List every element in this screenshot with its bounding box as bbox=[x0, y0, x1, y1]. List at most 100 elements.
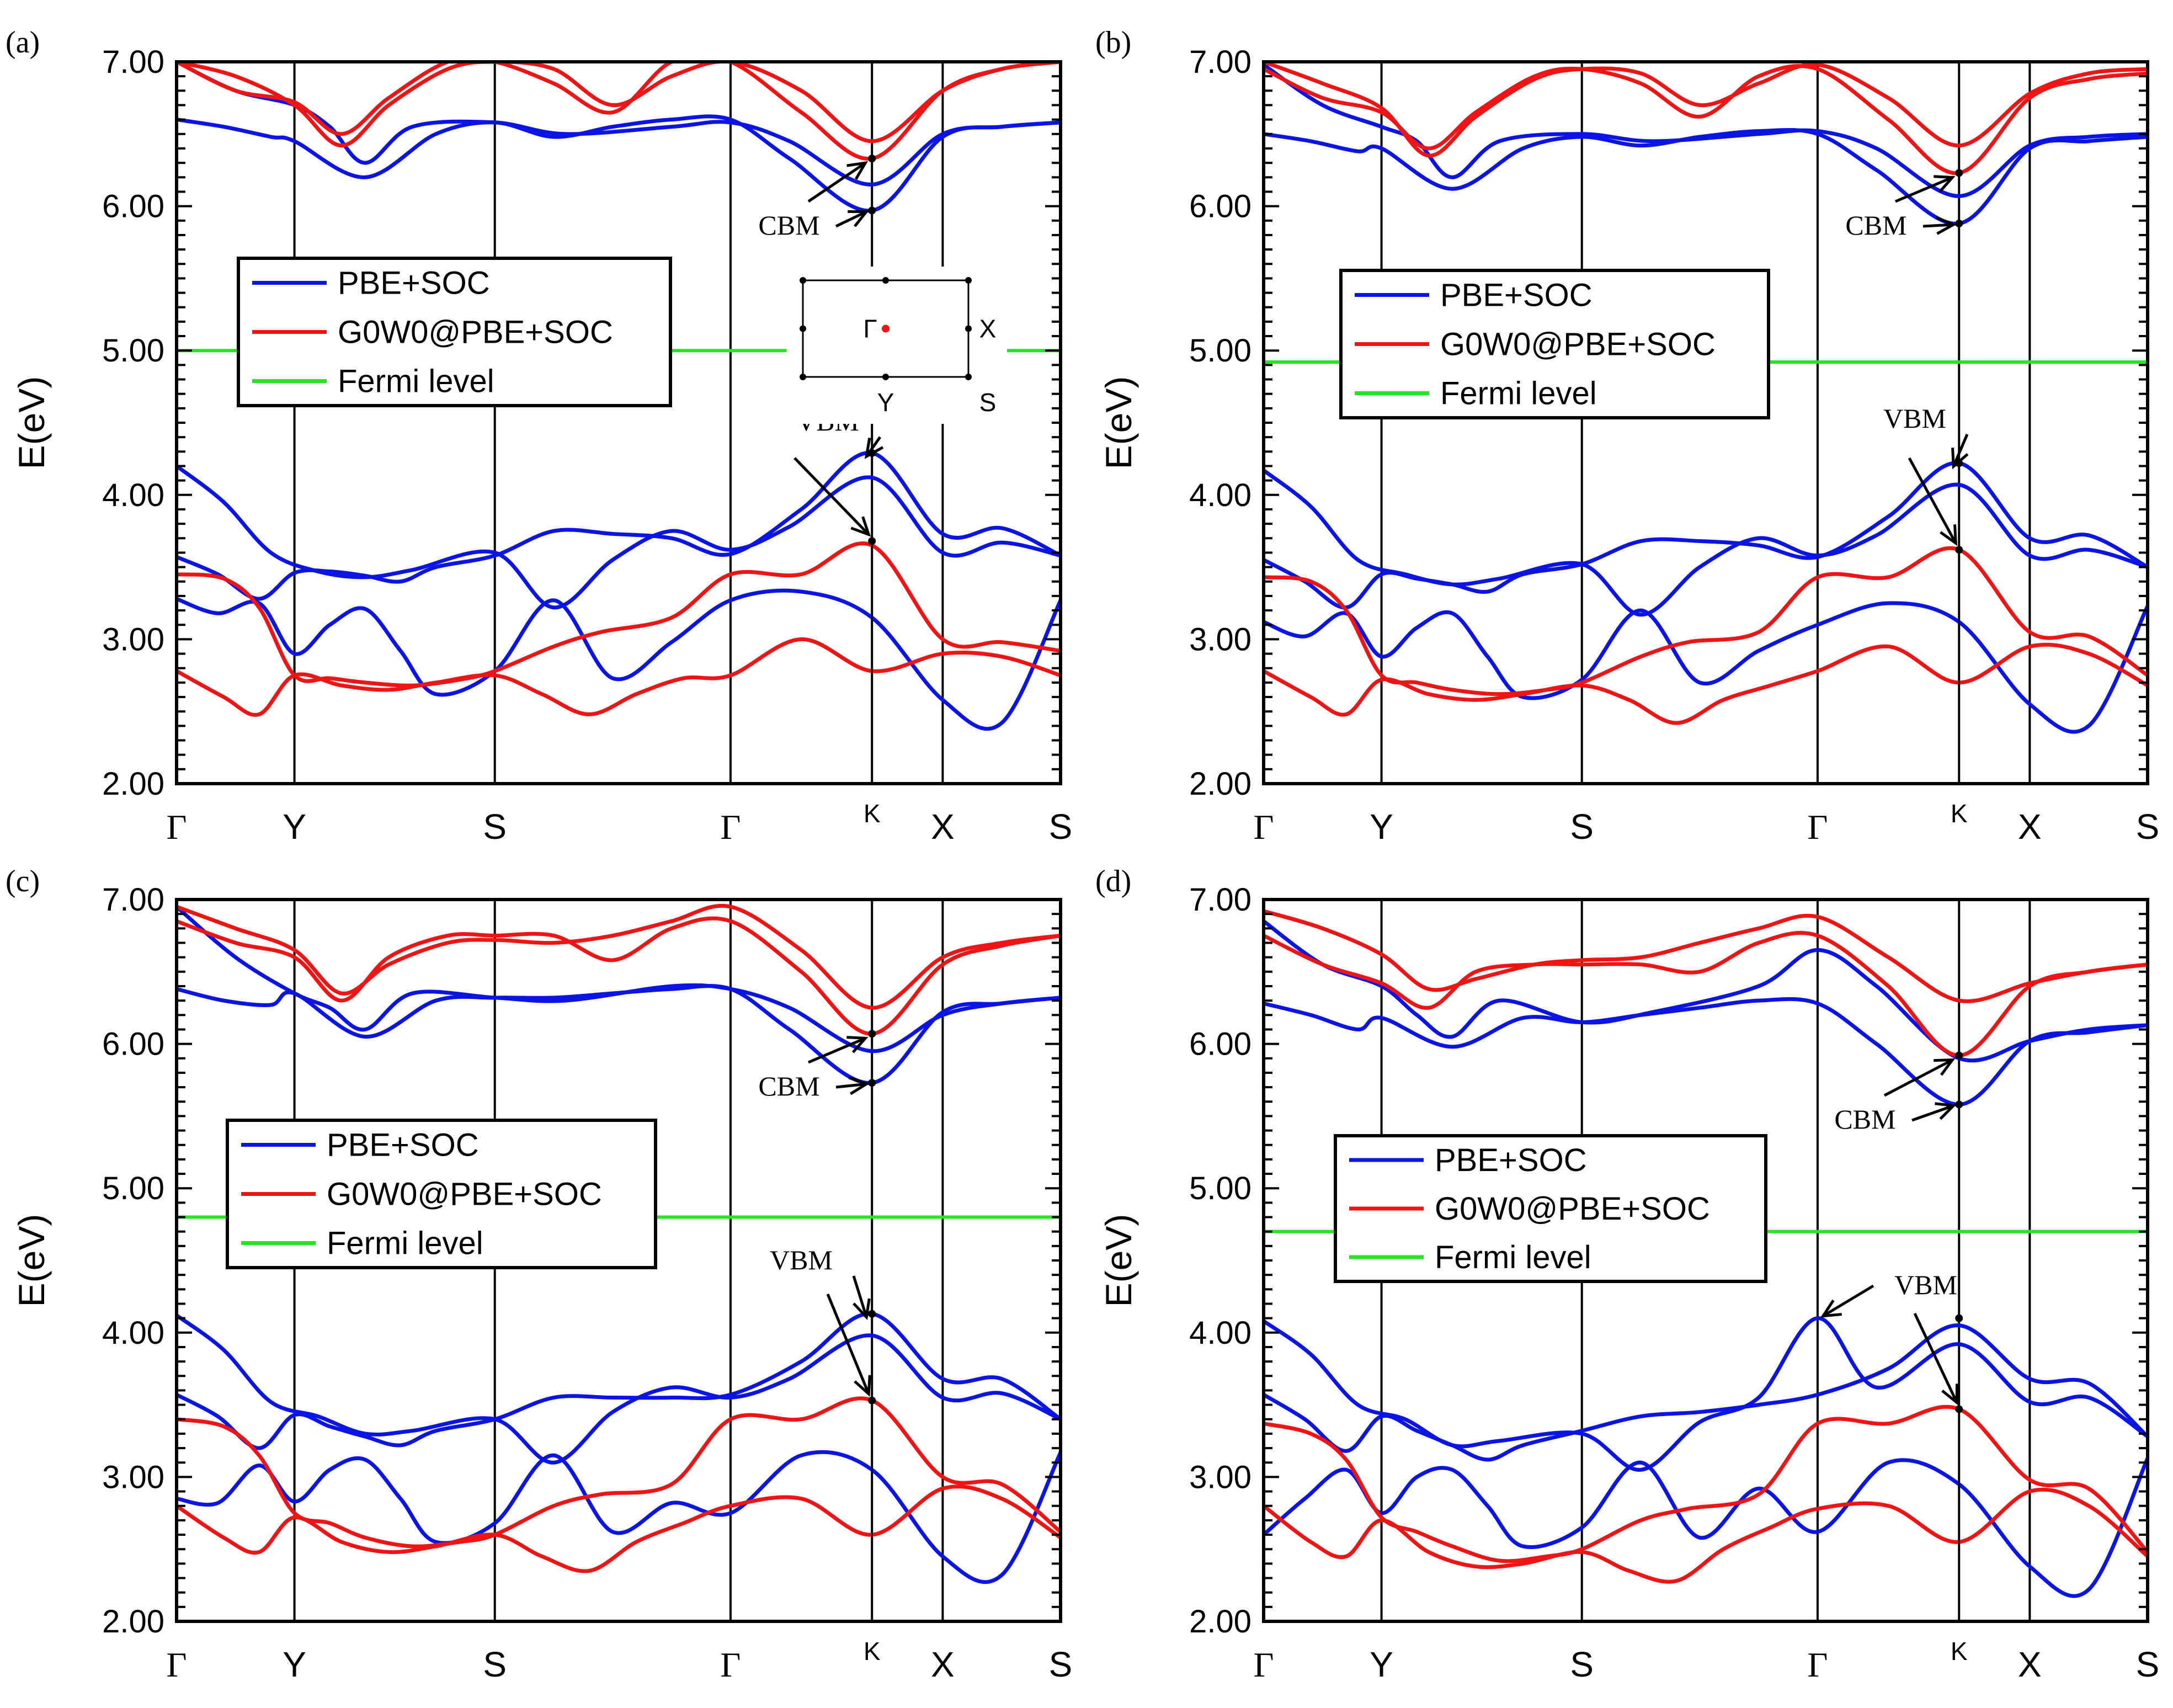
x-tick-label-gamma: Γ bbox=[720, 807, 741, 847]
pbe-band-line bbox=[1264, 919, 2148, 1063]
y-axis-label: E(eV) bbox=[1098, 1214, 1139, 1307]
cbm-pbe-arrow bbox=[1911, 1104, 1954, 1122]
cbm-gw-point bbox=[868, 1030, 876, 1038]
gw-band-line bbox=[177, 1396, 1061, 1549]
x-tick-label-s: S bbox=[483, 1645, 507, 1684]
panel-label: (c) bbox=[6, 864, 40, 898]
y-tick-label: 6.00 bbox=[102, 189, 164, 225]
vbm-gw-point bbox=[868, 1396, 876, 1404]
inset-gamma-label: Γ bbox=[863, 315, 877, 343]
cbm-pbe-arrow bbox=[835, 210, 867, 228]
inset-kpoint bbox=[965, 374, 972, 380]
x-tick-label-gamma: Γ bbox=[1254, 1645, 1274, 1684]
inset-x-label: X bbox=[979, 315, 997, 343]
y-tick-label: 5.00 bbox=[102, 333, 164, 369]
band-lines bbox=[1264, 62, 2148, 734]
vbm-pbe-arrow bbox=[1822, 1284, 1874, 1317]
vbm-gw-arrow bbox=[826, 1294, 870, 1395]
cbm-label: CBM bbox=[1834, 1104, 1895, 1135]
cbm-gw-arrow bbox=[808, 1036, 866, 1064]
y-tick-label: 6.00 bbox=[1189, 189, 1251, 225]
cbm-pbe-point bbox=[868, 206, 876, 215]
inset-kpoint bbox=[965, 277, 972, 284]
panel-label: (d) bbox=[1095, 864, 1131, 898]
pbe-band-line bbox=[1264, 1323, 2148, 1462]
x-tick-label-gamma: Γ bbox=[167, 1645, 187, 1684]
x-tick-label-s: S bbox=[1570, 807, 1594, 847]
legend-pbe-label: PBE+SOC bbox=[338, 265, 490, 301]
vbm-pbe-arrow-head bbox=[864, 437, 884, 459]
x-tick-label-x: X bbox=[2018, 807, 2042, 847]
y-tick-label: 3.00 bbox=[102, 621, 164, 657]
legend-pbe-label: PBE+SOC bbox=[1440, 278, 1593, 313]
inset-kpoint bbox=[800, 374, 806, 380]
plot-frame bbox=[1262, 60, 2149, 785]
legend: PBE+SOC G0W0@PBE+SOC Fermi level bbox=[237, 257, 672, 407]
cbm-gw-point bbox=[1955, 169, 1963, 177]
y-tick-label: 7.00 bbox=[102, 882, 164, 918]
pbe-band-line bbox=[177, 451, 1061, 601]
legend-pbe-label: PBE+SOC bbox=[1435, 1142, 1587, 1178]
inset-kpoint bbox=[882, 277, 889, 284]
panel-d: (d) 2.00 3.00 4.00 5.00 6.00 7.00 E(eV) Γ Y S Γ K X S C… bbox=[1095, 864, 2159, 1684]
legend: PBE+SOC G0W0@PBE+SOC Fermi level bbox=[226, 1119, 657, 1269]
vbm-gw-point bbox=[1955, 1405, 1963, 1413]
x-tick-label-y: Y bbox=[1370, 807, 1393, 847]
gw-band-line bbox=[1264, 63, 2148, 175]
y-tick-label: 6.00 bbox=[102, 1026, 164, 1062]
x-tick-label-s: S bbox=[1570, 1645, 1594, 1684]
vbm-gw-point bbox=[1955, 546, 1963, 554]
y-tick-label: 4.00 bbox=[1189, 477, 1251, 513]
x-tick-label-k: K bbox=[864, 1637, 881, 1666]
pbe-band-line bbox=[1264, 127, 2148, 226]
cbm-label: CBM bbox=[758, 210, 819, 241]
y-tick-label: 7.00 bbox=[102, 44, 164, 80]
pbe-band-line bbox=[1264, 601, 2148, 734]
y-tick-label: 3.00 bbox=[1189, 621, 1251, 657]
cbm-gw-arrow bbox=[1883, 1058, 1953, 1097]
y-tick-label: 5.00 bbox=[102, 1170, 164, 1206]
legend: PBE+SOC G0W0@PBE+SOC Fermi level bbox=[1334, 1134, 1767, 1283]
vbm-pbe-point bbox=[1955, 1314, 1963, 1322]
gw-band-line bbox=[1264, 546, 2148, 696]
cbm-pbe-arrow-head bbox=[1935, 1102, 1957, 1120]
x-tick-label-k: K bbox=[1951, 799, 1968, 828]
gw-band-line bbox=[1264, 62, 2148, 158]
x-tick-label-y: Y bbox=[283, 807, 306, 847]
x-tick-label-gamma: Γ bbox=[720, 1645, 741, 1684]
pbe-band-line bbox=[177, 114, 1061, 213]
x-tick-label-x: X bbox=[931, 807, 955, 847]
legend-fermi-label: Fermi level bbox=[1435, 1239, 1591, 1275]
panel-label: (a) bbox=[6, 25, 40, 60]
x-tick-label-k: K bbox=[864, 799, 881, 828]
y-tick-label: 5.00 bbox=[1189, 333, 1251, 369]
gw-band-line bbox=[1264, 930, 2148, 1058]
cbm-pbe-arrow-head bbox=[1935, 216, 1957, 235]
cbm-pbe-point bbox=[868, 1079, 876, 1087]
cbm-gw-arrow-head bbox=[1934, 1058, 1956, 1076]
y-tick-label: 2.00 bbox=[102, 1604, 164, 1640]
band-lines bbox=[177, 62, 1061, 731]
gw-band-line bbox=[1264, 1487, 2148, 1584]
x-tick-label-y: Y bbox=[1370, 1645, 1393, 1684]
vbm-label: VBM bbox=[1883, 403, 1946, 434]
cbm-pbe-point bbox=[1955, 219, 1963, 227]
x-tick-label-s: S bbox=[2136, 807, 2160, 847]
cbm-gw-point bbox=[1955, 1051, 1963, 1060]
inset-background bbox=[786, 267, 1007, 424]
gw-band-line bbox=[1264, 642, 2148, 725]
pbe-band-line bbox=[1264, 461, 2148, 610]
gw-band-line bbox=[177, 903, 1061, 1010]
panel-c: (c) 2.00 3.00 4.00 5.00 6.00 7.00 E(eV) Γ Y S Γ K X S C… bbox=[6, 864, 1072, 1684]
cbm-label: CBM bbox=[758, 1071, 819, 1102]
pbe-band-line bbox=[177, 1312, 1061, 1450]
x-tick-label-gamma: Γ bbox=[1807, 807, 1828, 847]
x-tick-label-s: S bbox=[2136, 1645, 2160, 1684]
cbm-gw-arrow bbox=[807, 162, 866, 203]
y-tick-label: 2.00 bbox=[1189, 766, 1251, 802]
legend: PBE+SOC G0W0@PBE+SOC Fermi level bbox=[1339, 269, 1770, 419]
y-tick-label: 7.00 bbox=[1189, 44, 1251, 80]
y-tick-label: 4.00 bbox=[102, 477, 164, 513]
legend-gw-label: G0W0@PBE+SOC bbox=[338, 315, 613, 350]
brillouin-zone-inset: Γ X Y S bbox=[786, 267, 1007, 424]
